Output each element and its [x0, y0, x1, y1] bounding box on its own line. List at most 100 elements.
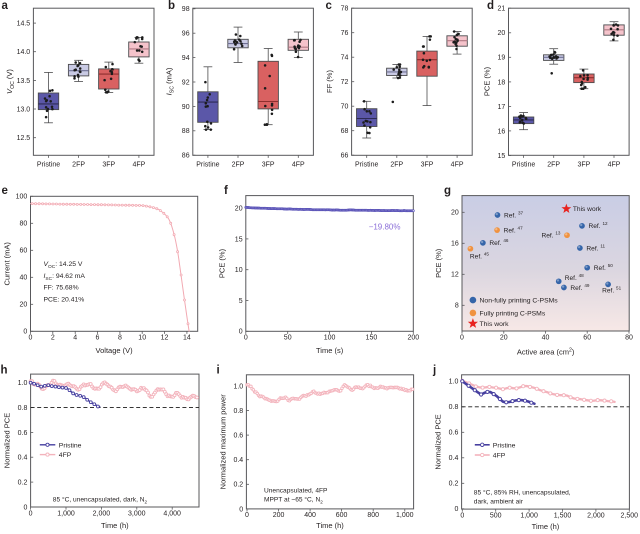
svg-text:Ref. 13: Ref. 13: [541, 231, 560, 240]
svg-text:2FP: 2FP: [390, 162, 403, 169]
svg-text:Time (s): Time (s): [316, 346, 344, 355]
svg-text:3FP: 3FP: [102, 162, 115, 169]
svg-text:PCE: 20.41%: PCE: 20.41%: [44, 296, 85, 303]
svg-text:This work: This work: [573, 206, 602, 213]
svg-text:86: 86: [182, 153, 190, 160]
svg-text:6: 6: [96, 335, 100, 342]
svg-text:1,000: 1,000: [520, 512, 538, 519]
svg-text:20: 20: [498, 30, 506, 37]
svg-text:1,500: 1,500: [554, 512, 572, 519]
svg-text:12: 12: [451, 272, 459, 279]
svg-text:96: 96: [182, 31, 190, 38]
svg-text:8: 8: [455, 303, 459, 310]
svg-text:72: 72: [341, 79, 349, 86]
svg-text:60: 60: [583, 334, 591, 341]
svg-text:8: 8: [118, 335, 122, 342]
svg-text:0.8: 0.8: [18, 405, 28, 412]
svg-text:Pristine: Pristine: [196, 162, 219, 169]
svg-text:0.8: 0.8: [233, 408, 243, 415]
svg-text:2FP: 2FP: [72, 162, 85, 169]
svg-text:0: 0: [239, 329, 243, 336]
svg-text:21: 21: [498, 6, 506, 13]
svg-text:16: 16: [451, 241, 459, 248]
svg-text:f: f: [224, 185, 228, 197]
svg-text:Pristine: Pristine: [512, 162, 535, 169]
svg-text:4: 4: [73, 335, 77, 342]
svg-text:c: c: [326, 0, 333, 12]
svg-text:98: 98: [182, 6, 190, 13]
svg-text:j: j: [432, 365, 436, 377]
svg-text:Ref. 48: Ref. 48: [565, 273, 584, 282]
svg-text:88: 88: [182, 128, 190, 135]
svg-text:14.5: 14.5: [17, 21, 31, 28]
svg-text:80: 80: [625, 334, 633, 341]
svg-text:MPPT at ~65 °C, N2: MPPT at ~65 °C, N2: [264, 495, 323, 504]
svg-text:100: 100: [16, 194, 28, 201]
svg-text:Ref. 37: Ref. 37: [504, 211, 523, 220]
svg-text:0: 0: [23, 329, 27, 336]
svg-text:b: b: [168, 0, 175, 12]
svg-text:4FP: 4FP: [451, 162, 464, 169]
svg-text:4FP: 4FP: [292, 162, 305, 169]
svg-text:dark, ambient air: dark, ambient air: [474, 498, 524, 505]
svg-text:VOC: 14.25 V: VOC: 14.25 V: [44, 261, 83, 270]
svg-text:4FP: 4FP: [59, 452, 72, 459]
svg-text:1,000: 1,000: [57, 510, 75, 517]
svg-text:90: 90: [182, 104, 190, 111]
svg-text:12: 12: [161, 335, 169, 342]
svg-text:0: 0: [245, 512, 249, 519]
svg-text:20: 20: [451, 210, 459, 217]
svg-text:0: 0: [460, 334, 464, 341]
svg-text:0.4: 0.4: [449, 455, 459, 462]
svg-text:Ref. 50: Ref. 50: [594, 263, 613, 272]
svg-text:20: 20: [235, 206, 243, 213]
svg-text:Ref. 49: Ref. 49: [570, 283, 589, 292]
svg-text:100: 100: [324, 335, 336, 342]
svg-text:Normalized maximum power: Normalized maximum power: [219, 394, 228, 490]
svg-text:0.6: 0.6: [18, 430, 28, 437]
svg-text:e: e: [2, 185, 8, 197]
svg-text:15: 15: [498, 153, 506, 160]
svg-text:85 °C, unencapsulated, dark, N: 85 °C, unencapsulated, dark, N2: [53, 495, 148, 504]
svg-text:ISC (mA): ISC (mA): [165, 67, 176, 95]
svg-text:0.2: 0.2: [233, 482, 243, 489]
svg-text:1.0: 1.0: [233, 383, 243, 390]
svg-text:0.4: 0.4: [233, 457, 243, 464]
svg-text:19: 19: [498, 55, 506, 62]
svg-text:17: 17: [498, 104, 506, 111]
svg-text:3,000: 3,000: [128, 510, 146, 517]
svg-text:3FP: 3FP: [421, 162, 434, 169]
svg-text:−19.80%: −19.80%: [369, 223, 401, 232]
svg-text:0: 0: [239, 506, 243, 513]
svg-text:Voltage (V): Voltage (V): [96, 346, 134, 355]
svg-text:20: 20: [500, 334, 508, 341]
svg-text:400: 400: [304, 512, 316, 519]
svg-text:14: 14: [183, 335, 191, 342]
svg-text:200: 200: [273, 512, 285, 519]
svg-text:Ref. 45: Ref. 45: [470, 252, 489, 261]
svg-text:78: 78: [341, 6, 349, 13]
svg-text:800: 800: [367, 512, 379, 519]
svg-text:0: 0: [454, 506, 458, 513]
svg-text:2FP: 2FP: [547, 162, 560, 169]
svg-text:0: 0: [244, 335, 248, 342]
svg-text:80: 80: [20, 221, 28, 228]
svg-text:0.6: 0.6: [449, 430, 459, 437]
svg-text:2,000: 2,000: [587, 512, 605, 519]
svg-text:0: 0: [23, 504, 27, 511]
svg-text:94: 94: [182, 55, 190, 62]
svg-text:PCE (%): PCE (%): [483, 66, 492, 96]
svg-text:Fully printing C-PSMs: Fully printing C-PSMs: [480, 310, 546, 317]
svg-text:Pristine: Pristine: [493, 442, 516, 449]
svg-text:0: 0: [460, 512, 464, 519]
svg-text:a: a: [2, 0, 9, 12]
svg-text:76: 76: [341, 30, 349, 37]
svg-text:10: 10: [235, 267, 243, 274]
svg-text:Ref. 46: Ref. 46: [489, 239, 508, 248]
svg-text:d: d: [487, 0, 494, 12]
svg-text:Ref. 51: Ref. 51: [602, 286, 621, 295]
svg-text:This work: This work: [480, 321, 510, 328]
svg-text:1,000: 1,000: [396, 512, 414, 519]
svg-text:0.4: 0.4: [18, 455, 28, 462]
svg-text:14.0: 14.0: [17, 49, 31, 56]
